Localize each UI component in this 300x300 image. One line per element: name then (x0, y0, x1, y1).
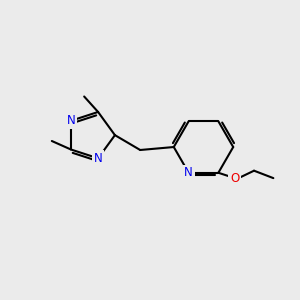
Text: O: O (230, 172, 239, 184)
Text: N: N (184, 166, 193, 179)
Text: N: N (67, 114, 75, 127)
Text: N: N (94, 152, 103, 165)
